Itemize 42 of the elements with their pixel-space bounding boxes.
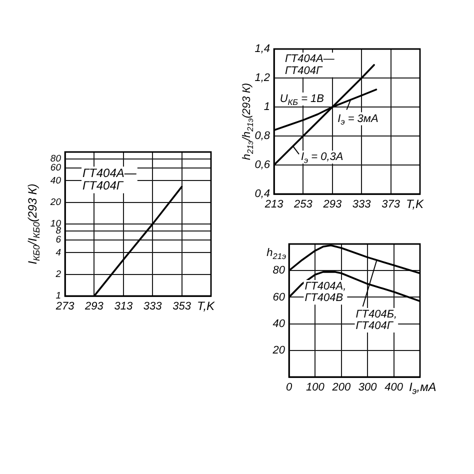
y-tick-label: 4 bbox=[56, 247, 61, 258]
y-tick-label: 1,2 bbox=[254, 72, 270, 84]
x-tick-label: 213 bbox=[264, 198, 284, 211]
x-tick-label: 313 bbox=[114, 300, 134, 313]
y-tick-label: 40 bbox=[50, 175, 62, 186]
y-tick-label: 60 bbox=[50, 162, 62, 174]
x-tick-label: 400 bbox=[384, 382, 404, 394]
y-tick-label: 1,4 bbox=[254, 43, 270, 56]
y-tick-label: 20 bbox=[272, 344, 286, 356]
y-tick-label: 1 bbox=[264, 101, 270, 114]
y-tick-label: 80 bbox=[50, 154, 62, 165]
x-tick-label: 273 bbox=[54, 300, 76, 313]
x-tick-label: 333 bbox=[143, 300, 163, 313]
y-axis-title: IКБ0/IКБ0(293 К) bbox=[25, 184, 42, 264]
x-tick-label: 300 bbox=[358, 382, 378, 394]
text: ГТ404Б, ГТ404Г bbox=[356, 308, 398, 332]
y-tick-label: 60 bbox=[272, 291, 286, 304]
y-tick-label: 20 bbox=[49, 196, 62, 208]
x-tick-label: 200 bbox=[331, 382, 352, 394]
y-tick-label: 6 bbox=[56, 234, 62, 246]
annotation: ГТ404А— ГТ404Г bbox=[82, 166, 138, 193]
y-tick-label: 40 bbox=[272, 318, 286, 330]
annotation: ГТ404А— ГТ404Г bbox=[284, 53, 336, 77]
y-tick-label: 2 bbox=[54, 268, 62, 280]
x-tick-label: 100 bbox=[306, 382, 326, 394]
y-tick-label: 0,4 bbox=[254, 188, 270, 200]
x-axis-title: T,K bbox=[196, 298, 216, 313]
x-tick-label: 293 bbox=[84, 300, 104, 313]
y-axis-title: h21э/h21э(293 К) bbox=[241, 82, 255, 160]
series-label: ГТ404А, ГТ404В bbox=[304, 280, 346, 304]
x-tick-label: 353 bbox=[172, 300, 192, 313]
x-tick-label: 333 bbox=[352, 198, 372, 211]
x-tick-label: 373 bbox=[382, 198, 401, 211]
x-axis-title: T,K bbox=[406, 196, 425, 211]
y-tick-label: 8 bbox=[56, 226, 62, 237]
x-tick-label: 0 bbox=[286, 382, 293, 394]
y-tick-label: 80 bbox=[272, 264, 286, 277]
y-tick-label: 0,8 bbox=[254, 130, 271, 142]
x-tick-label: 253 bbox=[293, 198, 314, 211]
x-tick-label: 293 bbox=[322, 198, 342, 211]
y-tick-label: 1 bbox=[56, 290, 61, 302]
y-tick-label: 0,6 bbox=[254, 159, 271, 172]
